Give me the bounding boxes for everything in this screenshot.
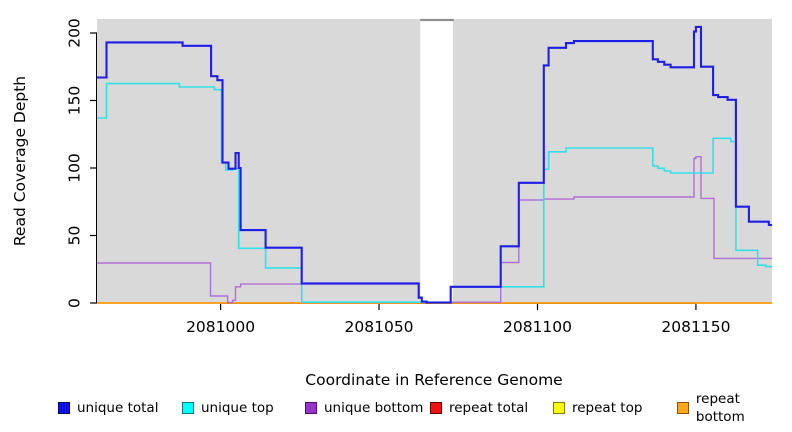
legend-swatch <box>58 402 70 414</box>
legend-label: unique bottom <box>324 400 424 416</box>
y-tick-label: 0 <box>66 298 84 308</box>
legend-swatch <box>430 402 442 414</box>
legend-swatch <box>182 402 194 414</box>
legend-item-repeat-total: repeat total <box>430 399 528 417</box>
legend-swatch <box>553 402 565 414</box>
legend-label: unique top <box>201 400 274 416</box>
legend-label: unique total <box>77 400 159 416</box>
y-tick-label: 150 <box>66 86 84 116</box>
legend-item-repeat-top: repeat top <box>553 399 642 417</box>
legend-item-unique-total: unique total <box>58 399 158 417</box>
legend-item-unique-bottom: unique bottom <box>305 399 423 417</box>
series-unique-total <box>97 25 772 304</box>
legend-item-repeat-bottom: repeat bottom <box>677 391 792 425</box>
x-tick-label: 2081000 <box>186 318 255 336</box>
x-tick-label: 2081150 <box>661 318 730 336</box>
coverage-gap-region <box>420 21 453 303</box>
y-tick-label: 200 <box>66 18 84 48</box>
x-axis-title: Coordinate in Reference Genome <box>305 371 563 389</box>
y-tick-label: 100 <box>66 153 84 183</box>
legend-swatch <box>677 402 689 414</box>
legend-label: repeat bottom <box>695 391 745 425</box>
y-tick-label: 50 <box>66 226 84 246</box>
chart-legend: unique total unique top unique bottom repea… <box>0 391 792 425</box>
legend-label: repeat top <box>572 400 643 416</box>
y-axis-title: Read Coverage Depth <box>11 75 29 247</box>
legend-label: repeat total <box>449 400 529 416</box>
series-unique-bottom <box>97 156 772 304</box>
legend-item-unique-top: unique top <box>182 399 274 417</box>
legend-swatch <box>305 402 317 414</box>
x-tick-label: 2081050 <box>345 318 414 336</box>
x-tick-label: 2081100 <box>503 318 572 336</box>
